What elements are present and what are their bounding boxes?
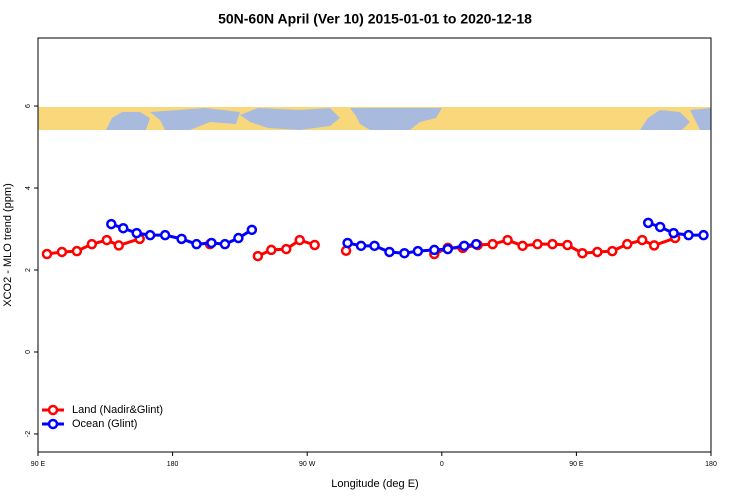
point xyxy=(252,250,264,262)
x-tick-label: 180 xyxy=(705,461,717,468)
point xyxy=(219,238,231,250)
point xyxy=(86,238,98,250)
point xyxy=(309,239,320,251)
y-tick-label: 2 xyxy=(25,268,32,272)
series-line xyxy=(347,241,477,255)
x-tick-label: 0 xyxy=(440,461,444,468)
x-tick-label: 90 W xyxy=(299,461,316,468)
point xyxy=(117,222,129,234)
point xyxy=(206,237,217,249)
point xyxy=(577,247,588,259)
point xyxy=(342,237,353,249)
point xyxy=(636,234,648,246)
point xyxy=(607,245,618,257)
point xyxy=(470,238,482,250)
point xyxy=(294,234,305,246)
x-axis-label: Longitude (deg E) xyxy=(331,478,418,490)
point xyxy=(562,239,573,251)
point xyxy=(642,217,654,229)
y-axis-label: XCO2 - MLO trend (ppm) xyxy=(2,183,14,306)
x-tick-label: 90 E xyxy=(569,461,584,468)
point xyxy=(355,240,367,252)
point xyxy=(113,240,125,251)
point xyxy=(442,243,454,255)
point xyxy=(648,240,660,251)
point xyxy=(502,234,513,246)
point xyxy=(487,238,498,250)
point xyxy=(176,233,187,245)
point xyxy=(41,248,53,260)
point xyxy=(71,245,83,257)
x-tick-label: 90 E xyxy=(31,461,46,468)
point xyxy=(458,240,470,252)
point xyxy=(144,229,156,241)
point xyxy=(683,229,694,241)
point xyxy=(654,221,666,233)
y-tick-label: 6 xyxy=(25,104,32,108)
map-band xyxy=(38,107,711,130)
plot-frame xyxy=(37,37,712,453)
x-tick-label: 180 xyxy=(167,461,179,468)
point xyxy=(281,243,292,255)
y-tick-label: -2 xyxy=(25,431,32,437)
point xyxy=(698,229,709,241)
point xyxy=(106,218,117,230)
chart-title: 50N-60N April (Ver 10) 2015-01-01 to 202… xyxy=(218,11,532,27)
legend-marker xyxy=(47,418,59,430)
point xyxy=(191,238,202,250)
legend-label: Land (Nadir&Glint) xyxy=(72,404,163,416)
legend-marker xyxy=(47,404,59,416)
point xyxy=(369,240,380,252)
y-tick-label: 0 xyxy=(25,350,32,354)
point xyxy=(233,232,244,244)
point xyxy=(131,227,142,239)
point xyxy=(101,234,113,246)
point xyxy=(592,246,603,258)
point xyxy=(399,247,410,259)
point xyxy=(384,246,395,258)
point xyxy=(621,238,633,250)
point xyxy=(56,246,68,258)
point xyxy=(532,238,543,250)
point xyxy=(547,238,558,250)
point xyxy=(159,229,171,241)
point xyxy=(246,224,258,236)
point xyxy=(429,244,440,256)
point xyxy=(412,245,424,257)
point xyxy=(517,240,528,252)
point xyxy=(266,244,277,256)
legend-label: Ocean (Glint) xyxy=(72,418,137,430)
point xyxy=(668,227,679,239)
y-tick-label: 4 xyxy=(25,186,32,190)
